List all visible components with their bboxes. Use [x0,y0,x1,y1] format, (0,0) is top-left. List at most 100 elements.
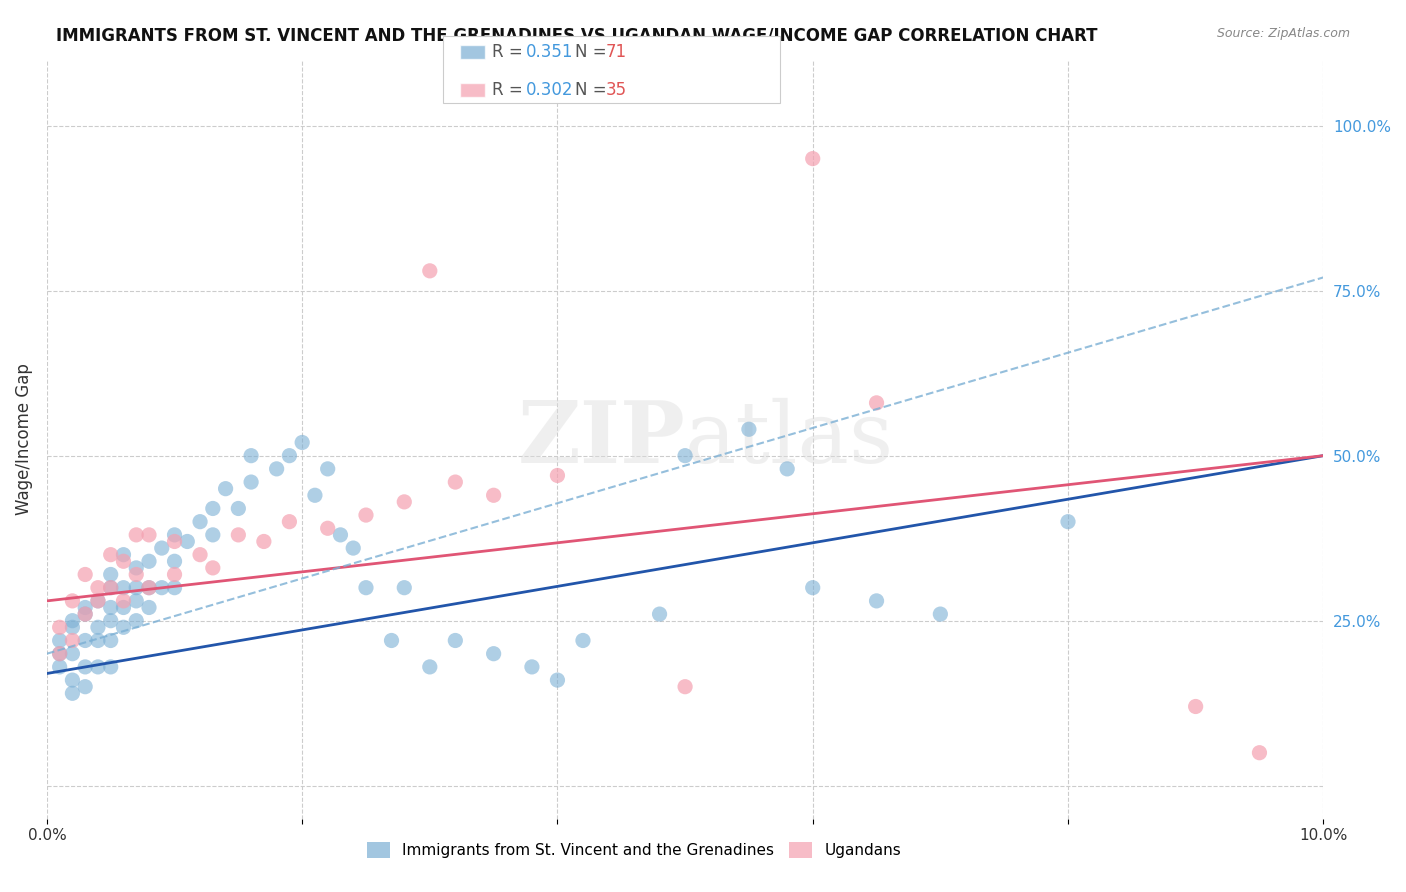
Point [62,614,84,628]
Point [444,475,467,489]
Point [125,581,148,595]
Text: N =: N = [575,43,612,61]
Point [163,567,186,582]
Point [125,594,148,608]
Text: N =: N = [575,81,612,99]
Point [125,567,148,582]
Point [316,521,339,535]
Point [100,548,122,562]
Point [304,488,326,502]
Point [112,548,135,562]
Point [673,449,696,463]
Point [138,581,160,595]
Point [112,620,135,634]
Point [291,435,314,450]
Point [100,581,122,595]
Point [62,686,84,700]
Point [546,468,568,483]
Point [228,528,250,542]
Point [62,647,84,661]
Point [62,620,84,634]
Point [163,528,186,542]
Point [201,528,224,542]
Point [394,495,416,509]
Point [112,594,135,608]
Point [240,475,263,489]
Point [278,515,301,529]
Point [342,541,364,555]
Point [75,660,97,674]
Point [75,600,97,615]
Text: 71: 71 [606,43,627,61]
Legend: Immigrants from St. Vincent and the Grenadines, Ugandans: Immigrants from St. Vincent and the Gren… [361,836,907,864]
Point [354,508,377,522]
Point [100,660,122,674]
Point [112,600,135,615]
Point [266,462,288,476]
Text: R =: R = [492,81,529,99]
Point [214,482,236,496]
Point [125,614,148,628]
Point [572,633,595,648]
Point [87,633,110,648]
Text: Source: ZipAtlas.com: Source: ZipAtlas.com [1216,27,1350,40]
Point [163,581,186,595]
Point [87,620,110,634]
Point [444,633,467,648]
Point [801,581,824,595]
Point [87,594,110,608]
Text: 0.302: 0.302 [526,81,574,99]
Point [163,554,186,568]
Point [648,607,671,621]
Point [138,554,160,568]
Point [419,264,441,278]
Point [865,594,887,608]
Point [1057,515,1080,529]
Point [100,600,122,615]
Point [354,581,377,595]
Point [419,660,441,674]
Point [112,581,135,595]
Point [1184,699,1206,714]
Y-axis label: Wage/Income Gap: Wage/Income Gap [15,363,32,515]
Text: atlas: atlas [685,398,894,481]
Point [48,647,70,661]
Point [228,501,250,516]
Point [929,607,952,621]
Point [62,594,84,608]
Point [176,534,198,549]
Point [125,561,148,575]
Point [329,528,352,542]
Point [201,561,224,575]
Point [520,660,543,674]
Point [87,594,110,608]
Point [546,673,568,687]
Point [87,660,110,674]
Point [138,528,160,542]
Point [201,501,224,516]
Point [75,607,97,621]
Point [100,633,122,648]
Point [278,449,301,463]
Point [776,462,799,476]
Point [163,534,186,549]
Text: 0.351: 0.351 [526,43,574,61]
Point [240,449,263,463]
Text: R =: R = [492,43,529,61]
Point [112,554,135,568]
Point [87,581,110,595]
Point [48,633,70,648]
Point [125,528,148,542]
Point [100,567,122,582]
Point [48,620,70,634]
Point [75,607,97,621]
Point [482,488,505,502]
Point [801,152,824,166]
Point [188,515,211,529]
Point [100,614,122,628]
Point [394,581,416,595]
Point [150,581,173,595]
Point [75,633,97,648]
Point [1249,746,1271,760]
Text: IMMIGRANTS FROM ST. VINCENT AND THE GRENADINES VS UGANDAN WAGE/INCOME GAP CORREL: IMMIGRANTS FROM ST. VINCENT AND THE GREN… [56,27,1098,45]
